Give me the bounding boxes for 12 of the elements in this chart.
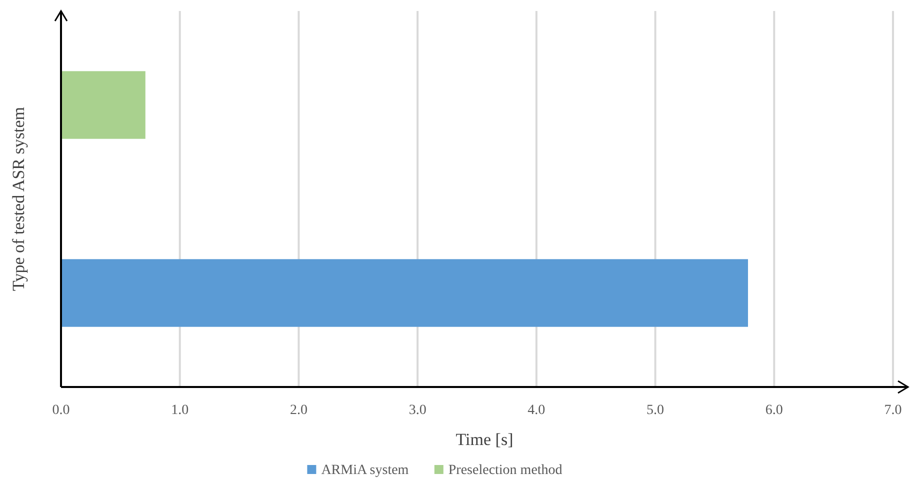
legend-label: Preselection method bbox=[448, 463, 562, 478]
x-tick-label: 3.0 bbox=[408, 403, 426, 418]
x-tick-label: 7.0 bbox=[884, 403, 902, 418]
x-tick-label: 4.0 bbox=[528, 403, 546, 418]
x-tick-label: 1.0 bbox=[171, 403, 189, 418]
x-tick-label: 2.0 bbox=[290, 403, 308, 418]
x-tick-label: 5.0 bbox=[646, 403, 664, 418]
x-tick-label: 6.0 bbox=[765, 403, 783, 418]
legend-label: ARMiA system bbox=[321, 463, 409, 478]
y-axis-title: Type of tested ASR system bbox=[9, 107, 28, 291]
x-axis-title: Time [s] bbox=[456, 430, 514, 449]
x-tick-label: 0.0 bbox=[52, 403, 70, 418]
